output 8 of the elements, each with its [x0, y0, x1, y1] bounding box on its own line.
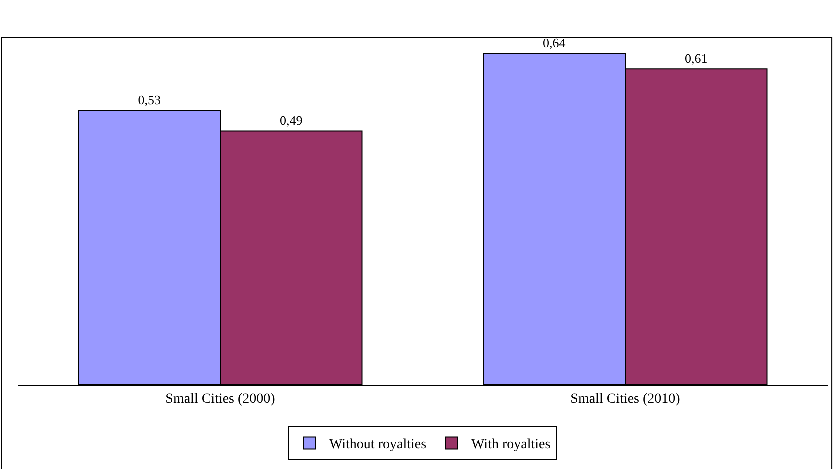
data-label: 0,61	[685, 51, 708, 66]
data-label: 0,53	[138, 92, 161, 108]
data-label: 0,64	[543, 36, 566, 51]
data-label: 0,49	[280, 113, 303, 128]
legend-label: With royalties	[472, 438, 551, 453]
legend-label: Without royalties	[330, 438, 427, 453]
x-tick-label: Small Cities (2010)	[570, 392, 681, 407]
x-tick-label: Small Cities (2000)	[166, 392, 276, 407]
